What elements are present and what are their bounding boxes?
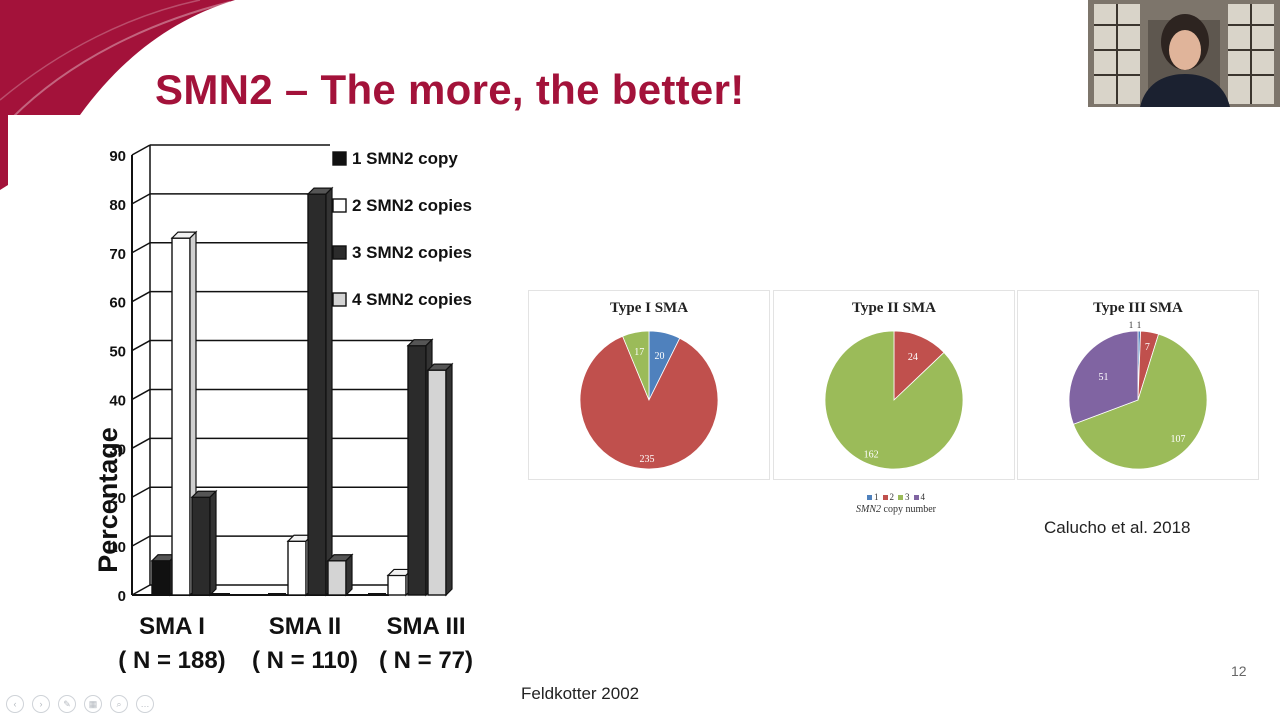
pie-legend-item: 1: [867, 492, 879, 502]
bar-chart: 0 10 20 30 40 50 60 70 80 90 SMA I ( N = 188) SMA I…: [93, 144, 473, 674]
x-category-sublabel: ( N = 77): [379, 647, 473, 674]
slide-title: SMN2 – The more, the better!: [155, 66, 745, 113]
gridline-diagonal: [131, 339, 151, 352]
pie-data-label: 162: [864, 449, 879, 460]
pie-title: Type II SMA: [852, 300, 936, 316]
gridline-diagonal: [131, 486, 151, 498]
pie-slice: [579, 335, 719, 470]
pie-panel-type-2: Type II SMA 24 162: [773, 290, 1015, 480]
pie-legend-label: 3: [905, 492, 910, 502]
pie-chart-type-2: 24 162: [824, 330, 964, 470]
legend-item: 1 SMN2 copy: [332, 149, 458, 168]
legend-label: 1 SMN2 copy: [352, 149, 458, 168]
pie-legend-item: 3: [898, 492, 910, 502]
pie-data-label: 7: [1145, 342, 1150, 353]
pie-small-label: 1: [1129, 320, 1134, 330]
legend-swatch: [867, 495, 872, 501]
y-tick-label: 90: [109, 148, 126, 165]
pie-legend-label: 4: [920, 492, 926, 502]
y-tick-label: 0: [118, 588, 126, 605]
pie-chart-type-3: 7 107 51 1 1: [1068, 320, 1208, 470]
y-axis-label: Percentage: [93, 427, 123, 573]
pie-data-label: 235: [639, 454, 654, 465]
pen-icon[interactable]: ✎: [58, 695, 76, 713]
bar: [326, 553, 354, 597]
gridline-diagonal: [131, 535, 151, 547]
x-category-label: SMA II: [269, 613, 341, 640]
pie-legend-label: 1: [874, 492, 879, 502]
pie-title: Type III SMA: [1093, 300, 1183, 316]
pie-slice: [824, 330, 964, 470]
x-category-sublabel: ( N = 110): [252, 647, 358, 674]
gridline-diagonal: [131, 144, 151, 156]
bar: [306, 186, 334, 597]
y-tick-label: 40: [109, 392, 126, 409]
next-slide-icon[interactable]: ›: [32, 695, 50, 713]
gridline-diagonal: [131, 388, 151, 401]
pie-legend-item: 2: [882, 492, 895, 502]
x-category-label: SMA I: [139, 613, 205, 640]
pie-legend-title: SMN2 copy number: [826, 504, 966, 515]
pie-small-label: 1: [1137, 320, 1142, 330]
pie-legend-title-gene: SMN2: [856, 504, 881, 515]
pie-slice: [622, 330, 650, 401]
gridline-diagonal: [131, 242, 151, 254]
citation-feldkotter: Feldkotter 2002: [521, 684, 640, 703]
pie-title: Type I SMA: [609, 300, 689, 316]
pie-data-label: 107: [1170, 434, 1185, 445]
pie-slice: [1068, 330, 1139, 425]
slides-grid-icon[interactable]: ▦: [84, 695, 102, 713]
zoom-icon[interactable]: ⌕: [110, 695, 128, 713]
y-tick-label: 70: [109, 246, 126, 263]
legend-item: 3 SMN2 copies: [332, 243, 472, 262]
x-category-label: SMA III: [386, 613, 465, 640]
pie-data-label: 51: [1098, 372, 1108, 383]
legend-swatch: [898, 495, 903, 501]
legend-label: 4 SMN2 copies: [352, 290, 472, 309]
gridline-diagonal: [131, 291, 151, 303]
more-options-icon[interactable]: …: [136, 695, 154, 713]
legend-label: 2 SMN2 copies: [352, 196, 472, 215]
y-tick-label: 80: [109, 197, 126, 214]
y-tick-label: 60: [109, 295, 126, 312]
y-tick-label: 20: [109, 490, 126, 507]
pie-data-label: 24: [908, 352, 918, 363]
legend-item: 2 SMN2 copies: [332, 196, 472, 215]
slide-number: 12: [1231, 663, 1247, 679]
pie-panel-type-1: Type I SMA 20 235 17: [528, 290, 770, 480]
presenter-avatar-image: [1088, 0, 1280, 107]
legend-swatch: [882, 495, 888, 501]
pie-legend-title-text: copy number: [883, 504, 937, 515]
x-category-sublabel: ( N = 188): [118, 647, 225, 674]
legend-item: 4 SMN2 copies: [332, 290, 472, 309]
bar: [426, 362, 454, 597]
pie-data-label: 17: [634, 347, 644, 358]
pie-slice: [893, 330, 945, 401]
presentation-controls: ‹ › ✎ ▦ ⌕ …: [6, 695, 154, 715]
gridline-diagonal: [131, 193, 151, 205]
pie-legend-item: 4: [913, 492, 926, 502]
y-tick-label: 10: [109, 539, 126, 556]
pie-data-label: 20: [655, 351, 665, 362]
pie-panel-type-3: Type III SMA 7 107 51 1 1: [1017, 290, 1259, 480]
presenter-video[interactable]: [1088, 0, 1280, 107]
y-tick-label: 50: [109, 344, 126, 361]
pie-chart-type-1: 20 235 17: [579, 330, 719, 470]
gridline-diagonal: [131, 437, 151, 449]
pie-legend-label: 2: [889, 492, 895, 502]
pie-slice: [1072, 333, 1208, 470]
gridline-diagonal: [131, 584, 151, 596]
corner-decoration: [0, 0, 235, 190]
legend-swatch: [913, 495, 919, 501]
citation-calucho: Calucho et al. 2018: [1044, 518, 1191, 537]
legend-label: 3 SMN2 copies: [352, 243, 472, 262]
prev-slide-icon[interactable]: ‹: [6, 695, 24, 713]
bar: [190, 489, 218, 597]
y-tick-label: 30: [109, 441, 126, 458]
